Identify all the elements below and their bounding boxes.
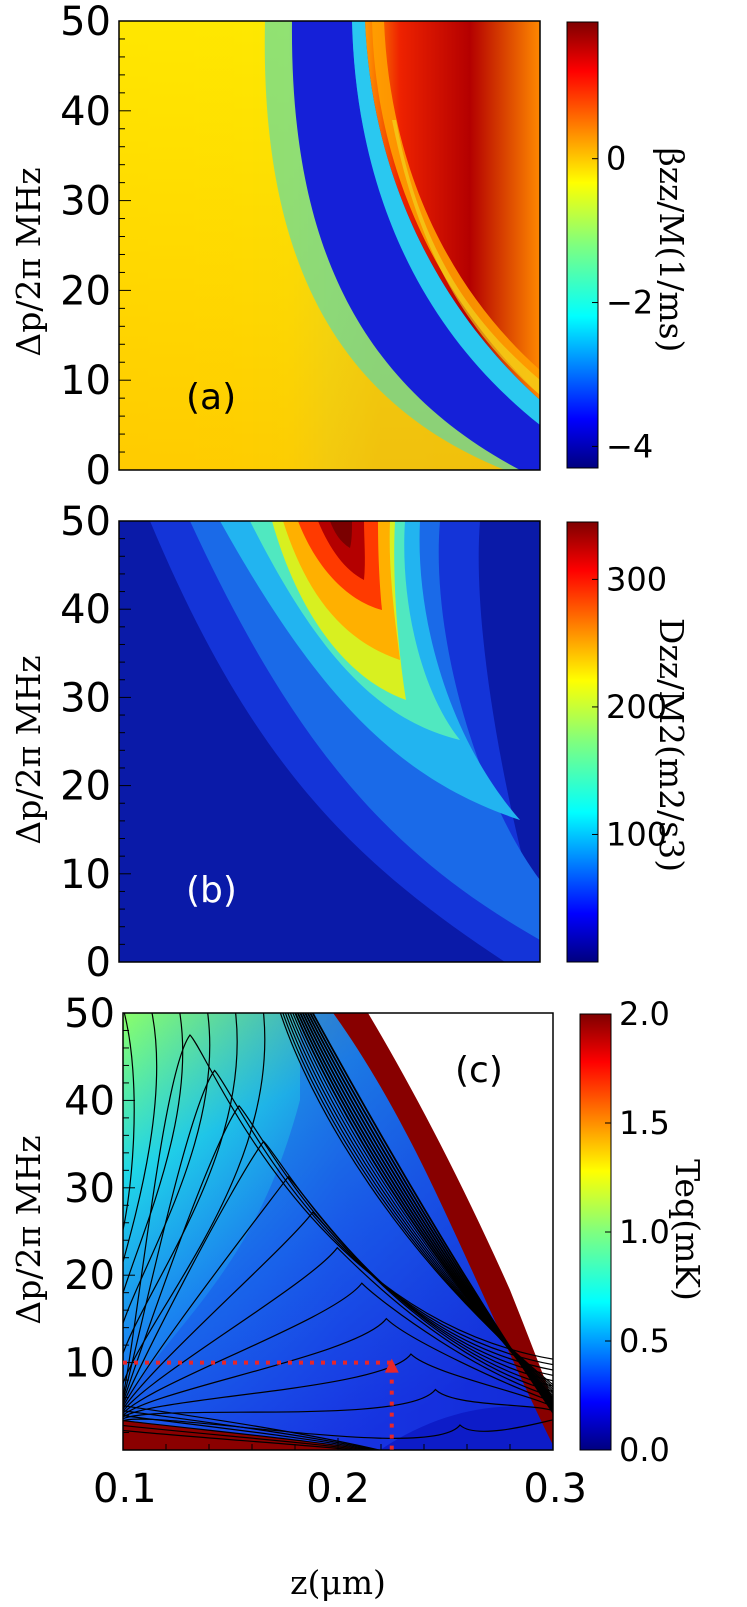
y-tick-label: 50 — [64, 991, 115, 1037]
contour-line — [123, 1405, 382, 1450]
colorbar-tick-label: 0 — [606, 140, 626, 178]
contour-line — [123, 1175, 553, 1409]
contour-line — [123, 1424, 369, 1450]
panel-c-colorbar-ticks: 2.0 1.5 1.0 0.5 0.0 — [605, 995, 670, 1469]
y-tick-label: 30 — [60, 675, 111, 721]
contour-line — [123, 1415, 377, 1450]
colorbar-tick-label: 2.0 — [619, 995, 670, 1033]
panel-c-x-ticks: 0.1 0.2 0.3 — [93, 1438, 587, 1512]
panel-b-colorbar-label: Dzz/M2(m2/s3) — [652, 618, 691, 872]
panel-b-y-ticks: 0 10 20 30 40 50 — [60, 499, 131, 986]
contour-line — [123, 1418, 553, 1439]
colorbar-tick-label: −4 — [606, 427, 653, 465]
contour-line — [123, 1410, 380, 1450]
panel-b-label: (b) — [186, 870, 237, 911]
y-tick-label: 50 — [60, 499, 111, 545]
y-tick-label: 20 — [60, 268, 111, 314]
contour-line — [279, 1013, 553, 1386]
panel-c-contours — [123, 1013, 553, 1450]
contour-line — [123, 1282, 553, 1415]
contour-line — [123, 1429, 361, 1450]
y-tick-label: 30 — [64, 1166, 115, 1212]
colorbar-tick-label: 1.0 — [619, 1213, 670, 1251]
panel-a: 0 10 20 30 40 50 (a) Δp/2π MHz 0 −2 −4 βzz/M(1/… — [9, 0, 691, 494]
contour-line — [123, 1034, 553, 1399]
contour-line — [123, 1013, 158, 1265]
y-tick-label: 30 — [60, 179, 111, 225]
contour-line — [123, 1013, 266, 1386]
panel-b-colorbar: 300 200 100 Dzz/M2(m2/s3) — [566, 521, 691, 963]
panel-c-colorbar-label: Teq(mK) — [668, 1159, 707, 1301]
panel-a-label: (a) — [186, 377, 236, 418]
panel-c-label: (c) — [455, 1050, 503, 1091]
panel-b-colorbar-ticks: 300 200 100 — [592, 560, 667, 853]
contour-line — [123, 1246, 553, 1413]
panel-a-ylabel: Δp/2π MHz — [9, 167, 48, 356]
marker-arrowhead — [384, 1358, 399, 1373]
colorbar-tick-label: 200 — [606, 688, 667, 726]
contour-line — [123, 1211, 553, 1411]
panel-b-heatmap — [119, 521, 540, 962]
panel-a-colorbar: 0 −2 −4 βzz/M(1/ms) — [566, 21, 691, 469]
x-tick-label: 0.3 — [523, 1466, 587, 1512]
y-tick-label: 10 — [60, 852, 111, 898]
contour-line — [123, 1140, 553, 1407]
y-tick-label: 40 — [60, 89, 111, 135]
panel-a-y-ticks: 0 10 20 30 40 50 — [60, 0, 131, 494]
colorbar-tick-label: −2 — [606, 284, 653, 322]
panel-c-y-ticks: 10 20 30 40 50 — [64, 991, 135, 1451]
y-tick-label: 0 — [86, 448, 111, 494]
colorbar-tick-label: 300 — [606, 560, 667, 598]
panel-c-marker — [123, 1358, 399, 1450]
panel-c-heatmap — [123, 1013, 553, 1450]
panel-c-colorbar: 2.0 1.5 1.0 0.5 0.0 Teq(mK) — [579, 995, 707, 1469]
contour-line — [123, 1388, 553, 1420]
colorbar-tick-label: 0.0 — [619, 1431, 670, 1469]
panel-c-ylabel: Δp/2π MHz — [9, 1135, 48, 1324]
panel-b-ylabel: Δp/2π MHz — [9, 655, 48, 844]
contour-line — [123, 1013, 238, 1356]
panel-a-heatmap — [119, 21, 540, 470]
contour-line — [123, 1013, 184, 1295]
contour-line — [123, 1104, 553, 1405]
y-tick-label: 10 — [60, 358, 111, 404]
panel-c: 10 20 30 40 50 0.1 0.2 0.3 (c) Δp/2π MHz z(μm)… — [9, 991, 707, 1602]
panel-a-colorbar-label: βzz/M(1/ms) — [652, 148, 691, 353]
panel-a-colorbar-ticks: 0 −2 −4 — [592, 140, 653, 465]
panel-c-xlabel: z(μm) — [290, 1563, 386, 1602]
colorbar-tick-label: 1.5 — [619, 1104, 670, 1142]
panel-b: 0 10 20 30 40 50 (b) Δp/2π MHz 300 200 100 Dzz/… — [9, 499, 691, 986]
y-tick-label: 20 — [60, 764, 111, 810]
x-tick-label: 0.1 — [93, 1466, 157, 1512]
y-tick-label: 50 — [60, 0, 111, 45]
contour-line — [123, 1317, 553, 1417]
y-tick-label: 0 — [86, 940, 111, 986]
colorbar-tick-label: 0.5 — [619, 1322, 670, 1360]
y-tick-label: 40 — [64, 1078, 115, 1124]
y-tick-label: 10 — [64, 1341, 115, 1387]
x-tick-label: 0.2 — [306, 1466, 370, 1512]
y-tick-label: 20 — [64, 1253, 115, 1299]
y-tick-label: 40 — [60, 587, 111, 633]
colorbar-tick-label: 100 — [606, 815, 667, 853]
